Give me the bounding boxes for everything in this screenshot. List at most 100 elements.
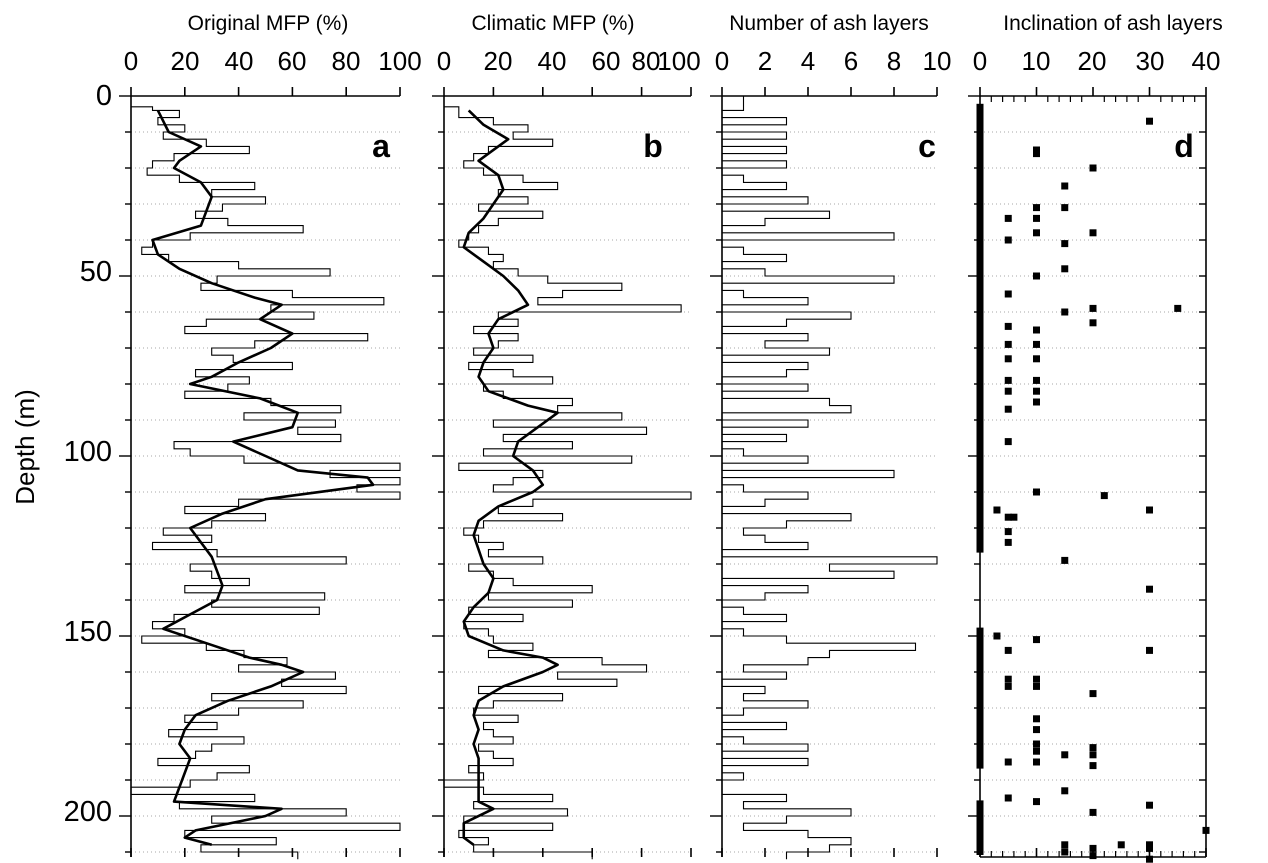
scatter-point [1004, 355, 1012, 363]
scatter-point [976, 141, 984, 148]
scatter-point [1089, 319, 1097, 327]
scatter-point [976, 282, 984, 288]
scatter-point [1004, 214, 1012, 222]
scatter-point [976, 503, 984, 510]
scatter-point [1004, 513, 1012, 521]
scatter-point [1033, 326, 1040, 334]
scatter-point [976, 481, 984, 488]
scatter-point [976, 233, 984, 240]
scatter-point [976, 130, 984, 137]
scatter-point [976, 649, 984, 656]
scatter-point [976, 217, 984, 224]
scatter-point [976, 703, 984, 710]
scatter-point [1061, 787, 1069, 795]
x-tick-label: 40 [225, 46, 254, 76]
scatter-point [976, 498, 984, 504]
y-tick-labels: 0 50 100 150 200 [64, 80, 112, 828]
scatter-point [976, 222, 984, 229]
scatter-point [1146, 117, 1153, 125]
scatter-point [976, 157, 984, 164]
panel-b-title: Climatic MFP (%) [472, 12, 635, 35]
x-tick-label: 0 [124, 46, 138, 76]
scatter-point [1010, 513, 1018, 521]
x-tick-label: 0 [715, 46, 729, 76]
scatter-point [1100, 492, 1108, 500]
axes [119, 87, 1207, 858]
scatter-point [976, 179, 984, 186]
x-tick-label: 20 [484, 46, 513, 76]
scatter-point [976, 800, 984, 807]
scatter-point [976, 665, 984, 672]
scatter-point [976, 530, 984, 537]
scatter-point [976, 190, 984, 197]
scatter-point [1004, 646, 1012, 654]
panel-d-tick-labels: 0 10 20 30 40 [973, 46, 1221, 76]
scatter-point [976, 184, 984, 191]
scatter-point [976, 816, 984, 823]
scatter-point [976, 514, 984, 521]
scatter-point [1004, 290, 1012, 298]
scatter-point [1004, 528, 1012, 536]
scatter-point [976, 697, 984, 704]
scatter-point [976, 546, 984, 553]
scatter-point [1033, 682, 1040, 690]
scatter-point [1004, 340, 1012, 348]
scatter-point [976, 341, 984, 348]
scatter-point [1033, 675, 1040, 683]
scatter-point [1004, 322, 1012, 330]
x-tick-label: 8 [887, 46, 901, 76]
scatter-point [1061, 308, 1069, 316]
scatter-point [976, 400, 984, 407]
scatter-point [1089, 164, 1097, 172]
scatter-point [1089, 852, 1097, 860]
x-tick-label: 80 [332, 46, 361, 76]
step-series-b [443, 106, 692, 860]
scatter-point [976, 508, 984, 515]
scatter-point [1033, 715, 1040, 723]
scatter-point [1033, 758, 1040, 766]
scatter-point [976, 125, 984, 132]
scatter-point [976, 449, 984, 456]
scatter-point [1033, 387, 1040, 395]
scatter-point [976, 454, 984, 461]
scatter-point [976, 487, 984, 494]
scatter-point [976, 195, 984, 202]
scatter-point [993, 632, 1001, 640]
scatter-point [1061, 556, 1069, 564]
scatter-point [993, 506, 1001, 514]
scatter-point [1004, 794, 1012, 802]
panel-a-letter: a [372, 128, 390, 164]
scatter-point [1033, 376, 1040, 384]
scatter-point [976, 211, 984, 218]
scatter-point [1146, 585, 1153, 593]
y-tick-label: 150 [64, 616, 112, 648]
scatter-point [1004, 758, 1012, 766]
scatter-point [976, 336, 984, 342]
scatter-point [976, 438, 984, 445]
scatter-point [976, 152, 984, 159]
scatter-point [976, 471, 984, 477]
scatter-point [976, 314, 984, 321]
scatter-point [1004, 376, 1012, 384]
scatter-point [976, 255, 984, 261]
scatter-point [976, 206, 984, 213]
scatter-point [1146, 506, 1153, 514]
scatter-point [976, 805, 984, 812]
scatter-point [976, 433, 984, 440]
scatter-point [976, 357, 984, 364]
scatter-point [1117, 841, 1125, 849]
scatter-point [976, 201, 984, 207]
scatter-point [976, 822, 984, 828]
scatter-point [976, 265, 984, 272]
scatter-point [1089, 808, 1097, 816]
scatter-point [1033, 726, 1040, 734]
scatter-point [1061, 265, 1069, 273]
scatter-point [1202, 826, 1210, 834]
scatter-point [1004, 538, 1012, 546]
scatter-point [976, 460, 984, 467]
scatter-point [1033, 272, 1040, 280]
y-tick-label: 0 [96, 80, 112, 112]
y-axis-title: Depth (m) [10, 389, 40, 505]
scatter-point [976, 309, 984, 315]
scatter-point [976, 292, 984, 299]
